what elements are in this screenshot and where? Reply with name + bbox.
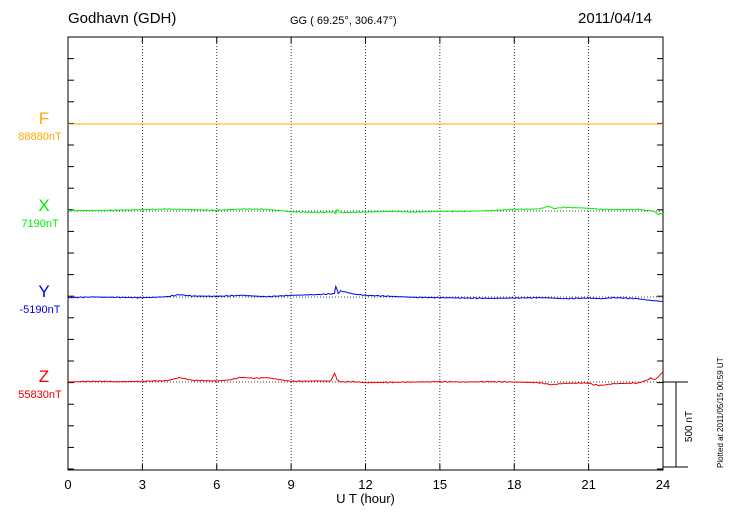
x-tick-label: 0: [64, 477, 71, 492]
x-tick-label: 9: [288, 477, 295, 492]
series-baseline-X: 7190nT: [21, 218, 59, 230]
series-name-X: X: [38, 196, 49, 215]
series-baseline-Z: 55830nT: [18, 389, 62, 401]
series-name-Y: Y: [38, 282, 49, 301]
series-baseline-Y: -5190nT: [20, 304, 61, 316]
x-tick-label: 15: [433, 477, 447, 492]
series-name-Z: Z: [39, 367, 49, 386]
date-label: 2011/04/14: [578, 10, 652, 27]
x-tick-label: 12: [358, 477, 372, 492]
x-tick-label: 6: [213, 477, 220, 492]
series-line-X: [67, 205, 664, 216]
x-tick-label: 3: [139, 477, 146, 492]
x-tick-label: 21: [581, 477, 595, 492]
series-name-F: F: [39, 109, 49, 128]
series-line-Y: [67, 284, 663, 302]
station-coordinates: GG ( 69.25°, 306.47°): [290, 15, 397, 27]
series-line-Z: [67, 371, 664, 387]
station-title: Godhavn (GDH): [68, 10, 177, 27]
x-tick-label: 24: [656, 477, 670, 492]
series-baseline-F: 88880nT: [18, 131, 62, 143]
scale-bar-label: 500 nT: [684, 411, 695, 442]
x-tick-label: 18: [507, 477, 521, 492]
x-axis-label: U T (hour): [336, 491, 395, 506]
